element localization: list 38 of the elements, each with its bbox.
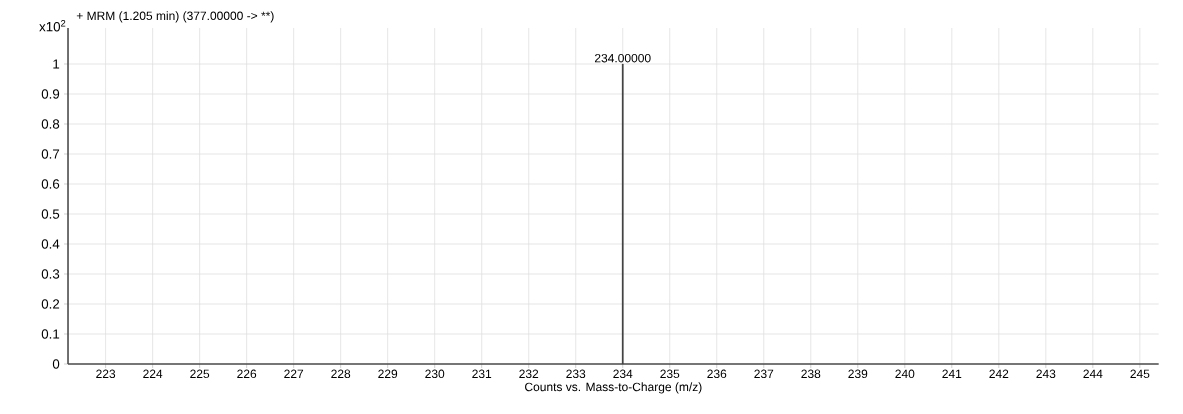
chart-title: + MRM (1.205 min) (377.00000 -> **) [76, 11, 274, 23]
x-tick-label: 226 [237, 369, 257, 379]
y-tick-label: 0.2 [41, 299, 60, 309]
x-tick-label: 232 [519, 369, 539, 379]
x-tick-label: 238 [801, 369, 821, 379]
y-tick-label: 0.9 [41, 89, 60, 99]
x-tick-label: 235 [660, 369, 680, 379]
x-tick-label: 240 [895, 369, 915, 379]
x-tick-label: 241 [942, 369, 962, 378]
x-tick-label: 242 [989, 369, 1009, 378]
y-tick-label: 0.7 [41, 149, 60, 159]
x-tick-label: 229 [378, 369, 398, 379]
y-tick-label: 0.4 [41, 239, 60, 249]
y-tick-label: 1 [53, 59, 60, 69]
x-tick-label: 244 [1083, 369, 1103, 378]
x-tick-label: 224 [143, 369, 163, 378]
x-tick-label: 223 [96, 369, 116, 379]
annotation: 234.00000 [594, 53, 651, 63]
y-tick-label: 0.1 [41, 329, 60, 339]
y-axis-title: x10$^{2}$ [39, 19, 66, 32]
x-tick-label: 236 [707, 369, 727, 379]
x-tick-label: 245 [1130, 369, 1150, 379]
y-tick-label: 0.5 [41, 209, 60, 219]
x-tick-label: 228 [331, 369, 351, 379]
y-tick-label: 0 [52, 359, 60, 369]
x-tick-label: 234 [613, 369, 633, 379]
y-tick-label: 0.8 [41, 119, 60, 129]
x-axis-title: Counts vs. Mass-to-Charge (m/z) [525, 382, 702, 394]
y-tick-label: 0.6 [41, 179, 60, 189]
x-tick-label: 231 [472, 369, 492, 379]
x-tick-label: 237 [754, 369, 774, 379]
x-tick-label: 239 [848, 369, 868, 379]
x-tick-label: 233 [566, 369, 586, 379]
x-tick-label: 227 [284, 369, 304, 378]
x-tick-label: 243 [1036, 369, 1056, 379]
x-tick-label: 230 [425, 369, 445, 379]
x-tick-label: 225 [190, 369, 210, 379]
y-tick-label: 0.3 [41, 269, 60, 279]
